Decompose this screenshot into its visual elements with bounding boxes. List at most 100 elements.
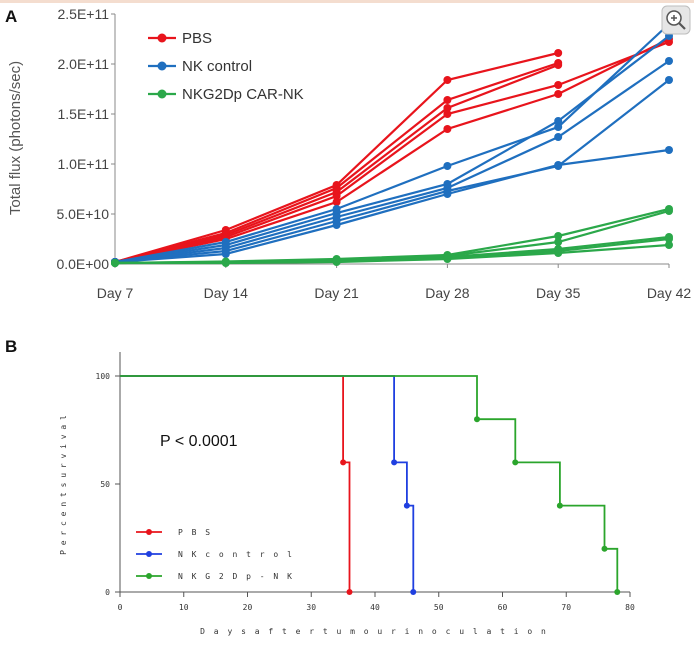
- legend-swatch-marker: [146, 551, 152, 557]
- data-point: [443, 162, 452, 170]
- series-line: [115, 243, 670, 265]
- panel-a-line-chart: Total flux (photons/sec) 0.0E+00 5.0E+10 1…: [7, 6, 691, 301]
- y-tick-label: 0: [105, 588, 110, 597]
- x-tick-label: Day 28: [425, 285, 470, 301]
- x-tick-label: 10: [179, 603, 189, 612]
- data-point: [554, 238, 563, 246]
- event-marker: [403, 502, 410, 509]
- legend-swatch-marker: [157, 33, 167, 43]
- data-point: [443, 125, 452, 133]
- y-tick-label: 5.0E+10: [56, 206, 109, 222]
- y-tick-label: 2.0E+11: [57, 56, 109, 72]
- data-point: [554, 232, 563, 240]
- event-marker: [512, 459, 519, 466]
- series-line: [114, 60, 670, 264]
- data-point: [443, 104, 452, 112]
- data-point: [554, 123, 563, 131]
- survival-curves-b: [120, 375, 621, 595]
- data-point: [443, 255, 452, 263]
- survival-curve: [120, 375, 415, 592]
- data-point: [221, 250, 230, 258]
- data-point: [665, 241, 673, 249]
- legend-label: NKG2Dp CAR-NK: [182, 86, 304, 103]
- legend-b: P B S N K c o n t r o l N K G 2 D p - N K: [136, 528, 294, 581]
- zoom-in-icon: [666, 10, 686, 30]
- legend-label: PBS: [182, 30, 212, 47]
- data-point: [111, 259, 119, 267]
- data-point: [665, 57, 673, 65]
- x-tick-label: Day 21: [314, 285, 359, 301]
- y-axis-label-b: P e r c e n t s u r v i v a l: [59, 415, 68, 555]
- panel-label-a: A: [5, 7, 17, 26]
- data-point: [554, 117, 563, 125]
- legend-label: P B S: [178, 528, 212, 537]
- y-tick-label: 50: [100, 480, 110, 489]
- data-point: [665, 207, 673, 215]
- p-value-annotation: P < 0.0001: [160, 433, 238, 450]
- series-line: [114, 148, 670, 264]
- event-marker: [474, 416, 480, 423]
- legend-a: PBS NK control NKG2Dp CAR-NK: [148, 30, 304, 103]
- legend-label: NK control: [182, 58, 252, 75]
- data-point: [332, 198, 341, 206]
- x-tick-label: 80: [625, 603, 635, 612]
- data-point: [443, 76, 452, 84]
- event-marker: [614, 589, 621, 595]
- y-tick-label: 1.5E+11: [57, 106, 109, 122]
- x-tick-label: 20: [243, 603, 253, 612]
- data-point: [665, 76, 673, 84]
- data-point: [554, 249, 563, 257]
- y-tick-label: 1.0E+11: [57, 156, 109, 172]
- data-point: [332, 221, 341, 229]
- x-tick-label: Day 7: [97, 285, 134, 301]
- series-line: [114, 40, 670, 264]
- zoom-button[interactable]: [661, 5, 691, 35]
- series-line: [114, 79, 670, 264]
- series-line: [114, 23, 670, 264]
- x-tick-label: Day 14: [204, 285, 249, 301]
- data-point: [554, 61, 563, 69]
- event-marker: [556, 502, 563, 509]
- event-marker: [340, 459, 347, 466]
- legend-swatch-marker: [157, 61, 167, 71]
- x-tick-labels-a: Day 7 Day 14 Day 21 Day 28 Day 35 Day 42: [97, 264, 692, 301]
- legend-swatch-marker: [146, 573, 152, 579]
- legend-label: N K c o n t r o l: [178, 550, 294, 559]
- data-point: [443, 96, 452, 104]
- survival-curve: [120, 375, 351, 592]
- y-axis-label-a: Total flux (photons/sec): [7, 61, 24, 215]
- x-tick-label: 50: [434, 603, 444, 612]
- x-ticks-b: 0 10 20 30 40 50 60 70 80: [118, 592, 635, 612]
- x-axis-label-b: D a y s a f t e r t u m o u r i n o c u …: [200, 627, 548, 636]
- series-line: [114, 38, 670, 264]
- data-point: [332, 192, 341, 200]
- x-tick-label: 60: [498, 603, 508, 612]
- event-marker: [346, 589, 353, 595]
- data-point: [221, 259, 230, 267]
- y-tick-labels-a: 0.0E+00 5.0E+10 1.0E+11 1.5E+11 2.0E+11 2.5E+…: [56, 6, 115, 272]
- legend-swatch-marker: [146, 529, 152, 535]
- data-point: [665, 235, 673, 243]
- data-point: [332, 258, 341, 266]
- y-tick-label: 2.5E+11: [57, 6, 109, 22]
- series-line: [114, 35, 670, 264]
- x-tick-label: Day 42: [647, 285, 692, 301]
- data-point: [554, 49, 563, 57]
- x-tick-label: 0: [118, 603, 123, 612]
- panel-label-b: B: [5, 337, 17, 356]
- event-marker: [601, 545, 608, 552]
- legend-label: N K G 2 D p - N K: [178, 572, 294, 581]
- data-point: [443, 110, 452, 118]
- top-frame-strip: [0, 0, 694, 3]
- y-tick-label: 100: [96, 372, 111, 381]
- y-tick-label: 0.0E+00: [56, 256, 109, 272]
- data-point: [554, 90, 563, 98]
- x-tick-label: 30: [306, 603, 316, 612]
- data-point: [554, 161, 563, 169]
- x-tick-label: Day 35: [536, 285, 581, 301]
- y-ticks-b: 0 50 100: [96, 372, 120, 597]
- panel-b-survival-chart: P e r c e n t s u r v i v a l 0 50 100 0 10…: [59, 352, 635, 636]
- event-marker: [391, 459, 398, 466]
- legend-swatch-marker: [157, 89, 167, 99]
